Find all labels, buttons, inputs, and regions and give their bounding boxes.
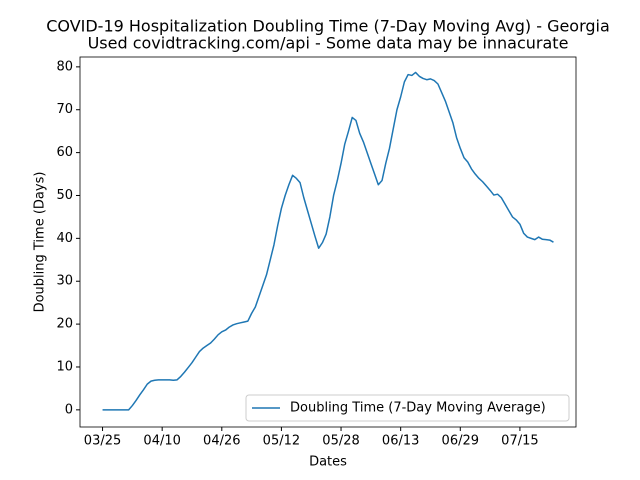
legend-label: Doubling Time (7-Day Moving Average) (290, 401, 546, 416)
x-tick-label: 05/12 (263, 434, 300, 449)
y-tick-label: 30 (56, 274, 73, 289)
legend: Doubling Time (7-Day Moving Average) (245, 394, 570, 422)
y-tick-label: 80 (56, 59, 73, 74)
y-tick-label: 10 (56, 359, 73, 374)
y-tick-label: 0 (65, 402, 73, 417)
y-tick-label: 20 (56, 317, 73, 332)
x-tick-label: 04/26 (203, 434, 240, 449)
x-tick-label: 05/28 (322, 434, 359, 449)
y-axis-label: Doubling Time (Days) (33, 172, 48, 313)
chart-title: COVID-19 Hospitalization Doubling Time (… (46, 17, 610, 36)
x-tick-label: 04/10 (143, 434, 180, 449)
x-axis-label: Dates (309, 455, 347, 470)
y-tick-label: 60 (56, 145, 73, 160)
x-tick-label: 06/29 (442, 434, 479, 449)
legend-box (245, 394, 570, 422)
x-tick-label: 03/25 (84, 434, 121, 449)
y-tick-label: 50 (56, 188, 73, 203)
y-tick-label: 40 (56, 231, 73, 246)
data-line (102, 71, 554, 411)
x-tick-label: 06/13 (382, 434, 419, 449)
plot-frame (79, 56, 577, 428)
y-tick-label: 70 (56, 102, 73, 117)
x-tick-label: 07/15 (501, 434, 538, 449)
chart-subtitle: Used covidtracking.com/api - Some data m… (88, 34, 569, 53)
